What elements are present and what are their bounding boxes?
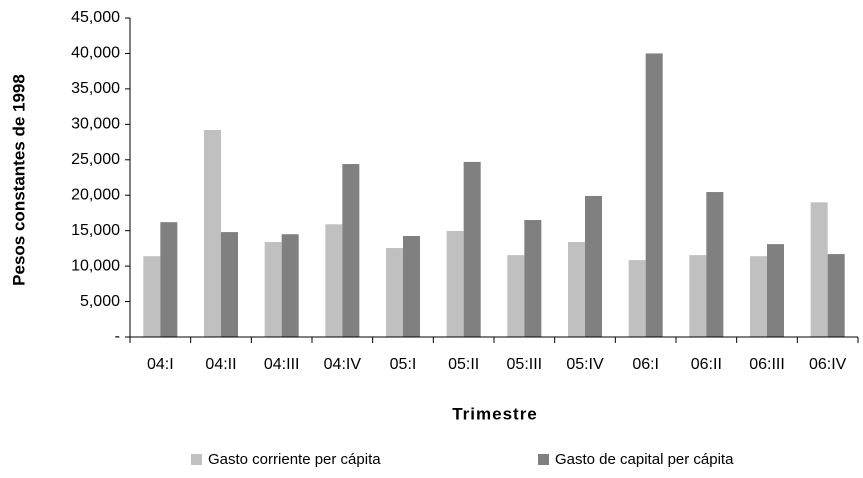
- bar: [645, 53, 663, 337]
- x-tick-label: 06:III: [749, 356, 785, 373]
- bar: [281, 234, 299, 337]
- bar: [342, 164, 360, 337]
- x-tick-label: 05:IV: [566, 356, 604, 373]
- y-tick-label: 25,000: [71, 151, 120, 168]
- x-tick-label: 06:I: [632, 356, 659, 373]
- bar: [446, 231, 464, 337]
- y-tick-label: 40,000: [71, 45, 120, 62]
- bar: [524, 220, 542, 337]
- x-tick-label: 05:II: [448, 356, 479, 373]
- bar: [706, 192, 724, 337]
- y-tick-label: 20,000: [71, 186, 120, 203]
- x-tick-label: 04:III: [264, 356, 300, 373]
- bar: [827, 254, 845, 337]
- bar: [750, 256, 767, 337]
- bar: [143, 256, 161, 337]
- y-axis-label: Pesos constantes de 1998: [9, 74, 28, 286]
- y-tick-label: 30,000: [71, 116, 120, 133]
- x-tick-label: 05:I: [390, 356, 417, 373]
- bar: [160, 222, 178, 337]
- bar: [585, 195, 602, 337]
- bar: [204, 130, 221, 337]
- bar: [810, 202, 828, 337]
- bar: [386, 248, 403, 337]
- bar: [463, 161, 481, 337]
- bar: [507, 255, 525, 337]
- x-tick-label: 06:IV: [809, 356, 847, 373]
- y-tick-label: 5,000: [80, 293, 120, 310]
- legend-label: Gasto corriente per cápita: [208, 451, 381, 468]
- bar: [568, 242, 585, 337]
- legend-swatch: [538, 454, 549, 465]
- x-axis-label: Trimestre: [452, 404, 538, 423]
- bar: [325, 224, 343, 337]
- bar: [628, 260, 646, 337]
- y-tick-label: 10,000: [71, 257, 120, 274]
- bar: [767, 244, 784, 337]
- x-tick-label: 04:IV: [324, 356, 362, 373]
- x-tick-label: 04:I: [147, 356, 174, 373]
- legend-swatch: [191, 454, 202, 465]
- y-tick-label: 15,000: [71, 222, 120, 239]
- x-tick-label: 04:II: [205, 356, 236, 373]
- y-tick-label: 35,000: [71, 80, 120, 97]
- bar: [403, 235, 420, 337]
- bar: [689, 255, 707, 337]
- y-tick-label: -: [115, 328, 120, 345]
- legend-label: Gasto de capital per cápita: [555, 451, 734, 468]
- bar: [264, 242, 282, 337]
- x-tick-label: 06:II: [691, 356, 722, 373]
- x-tick-label: 05:III: [507, 356, 543, 373]
- bar: [221, 232, 238, 337]
- y-tick-label: 45,000: [71, 9, 120, 26]
